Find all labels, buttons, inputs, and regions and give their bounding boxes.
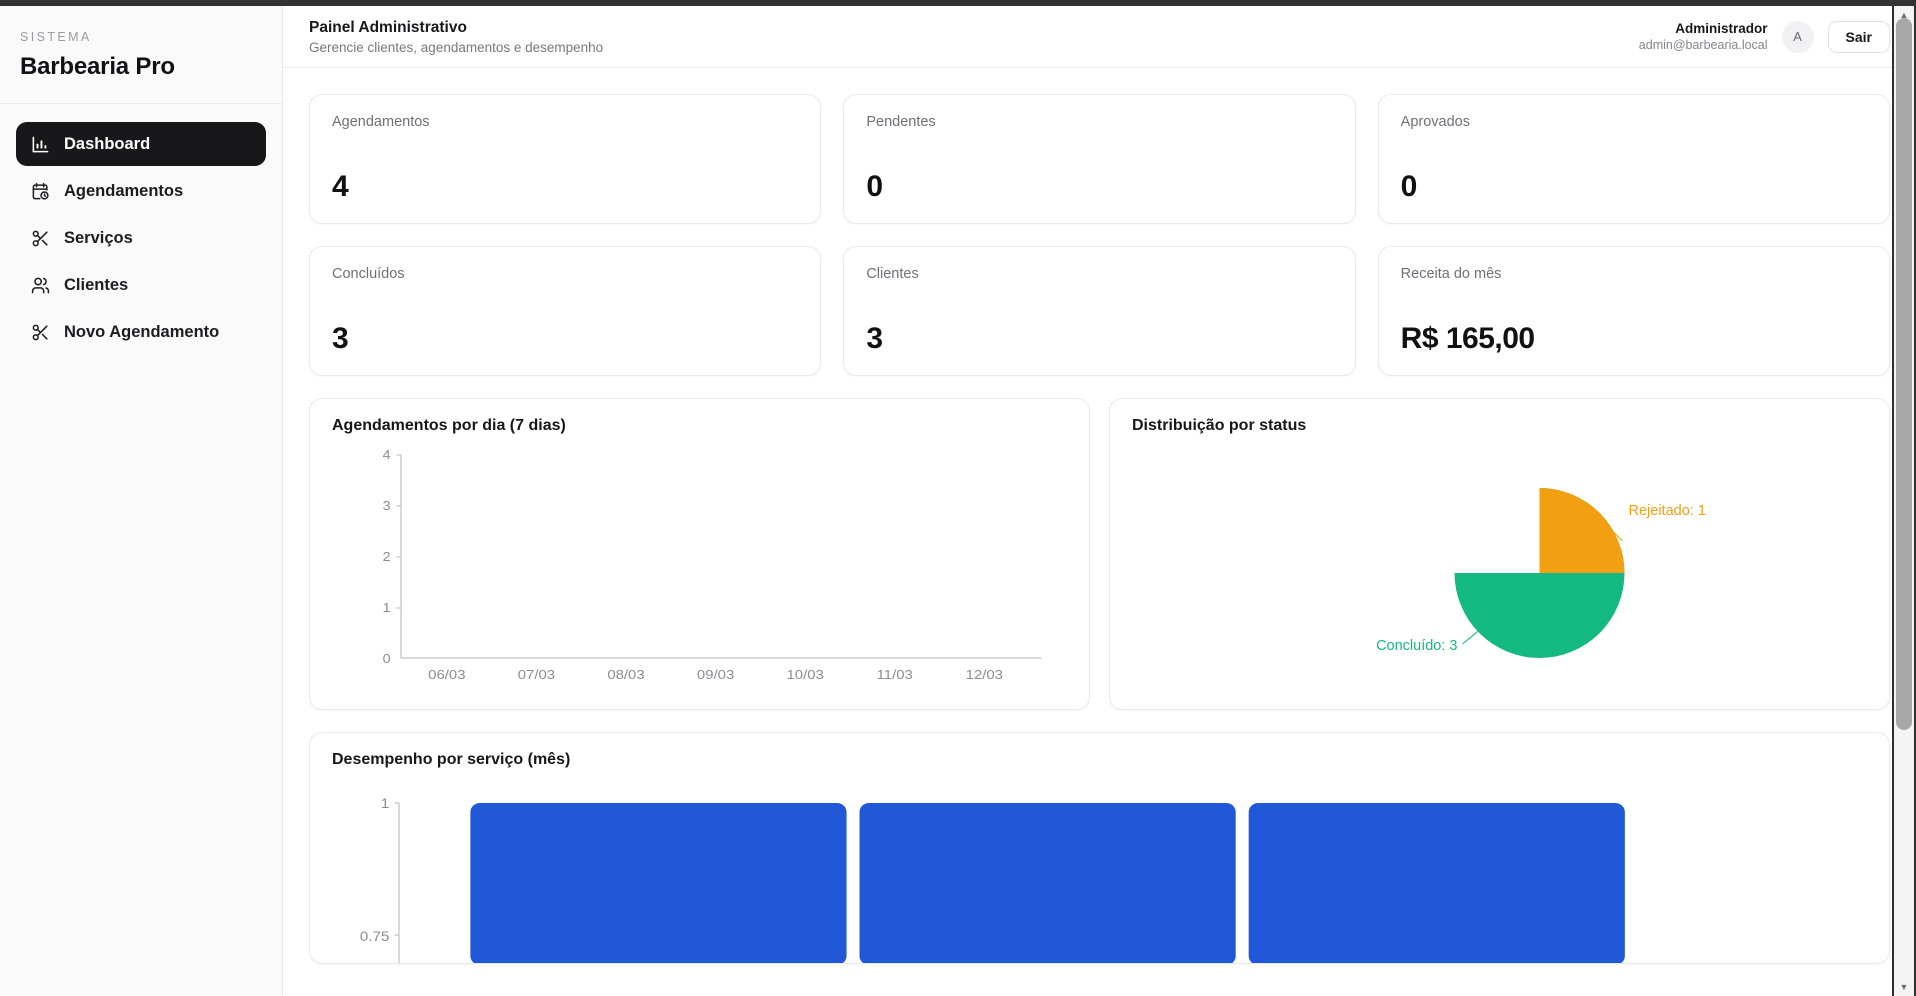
topbar: Painel Administrativo Gerencie clientes,… xyxy=(283,6,1916,68)
scroll-up-arrow[interactable]: ▲ xyxy=(1899,10,1909,20)
page-scrollbar[interactable]: ▲ ▼ xyxy=(1892,6,1916,996)
app-shell: SISTEMA Barbearia Pro Dashboard xyxy=(0,6,1916,996)
daily-chart-yticks: 4 3 2 1 0 xyxy=(383,448,392,666)
chart-row: Agendamentos por dia (7 dias) xyxy=(309,398,1890,710)
svg-text:07/03: 07/03 xyxy=(518,667,556,682)
stat-card-clientes: Clientes 3 xyxy=(843,246,1356,376)
topbar-titles: Painel Administrativo Gerencie clientes,… xyxy=(309,19,603,55)
svg-text:0.75: 0.75 xyxy=(360,929,389,944)
stat-value: 3 xyxy=(866,322,883,355)
logout-button[interactable]: Sair xyxy=(1827,20,1890,53)
sidebar-nav: Dashboard Agendamentos xyxy=(0,104,282,354)
brand-block: SISTEMA Barbearia Pro xyxy=(0,6,282,104)
sidebar-item-label: Agendamentos xyxy=(64,181,184,200)
service-chart-canvas[interactable]: 1 0.75 xyxy=(332,775,1867,964)
main-area: Painel Administrativo Gerencie clientes,… xyxy=(283,6,1916,996)
stat-card-aprovados: Aprovados 0 xyxy=(1377,94,1890,224)
stat-label: Agendamentos xyxy=(332,114,430,130)
sidebar-item-label: Serviços xyxy=(64,228,133,247)
daily-chart-xticks: 06/03 07/03 08/03 09/03 10/03 11/03 12/0… xyxy=(428,667,1003,682)
avatar[interactable]: A xyxy=(1781,20,1814,53)
scroll-down-arrow[interactable]: ▼ xyxy=(1899,982,1909,992)
stat-card-concluidos: Concluídos 3 xyxy=(309,246,822,376)
daily-chart-svg: 4 3 2 1 0 06/03 07/03 08/03 09/03 xyxy=(383,448,1042,682)
users-icon xyxy=(30,275,50,295)
svg-text:11/03: 11/03 xyxy=(877,667,913,682)
stat-value: R$ 165,00 xyxy=(1400,322,1535,355)
stat-value: 4 xyxy=(332,170,349,203)
brand-kicker: SISTEMA xyxy=(20,30,92,44)
calendar-clock-icon xyxy=(30,181,50,201)
svg-text:0: 0 xyxy=(383,652,391,666)
service-chart-bars xyxy=(470,803,1625,964)
service-chart-svg: 1 0.75 xyxy=(360,796,1625,964)
scissors-icon xyxy=(30,322,50,342)
stat-label: Concluídos xyxy=(332,266,405,282)
stat-value: 0 xyxy=(1400,170,1418,203)
page-title: Painel Administrativo xyxy=(309,18,467,36)
stat-card-pendentes: Pendentes 0 xyxy=(843,94,1356,224)
chart-card-agendamentos-por-dia: Agendamentos por dia (7 dias) xyxy=(309,398,1090,710)
dashboard-content: Agendamentos 4 Pendentes 0 Aprovados 0 C… xyxy=(283,68,1916,996)
stat-card-grid: Agendamentos 4 Pendentes 0 Aprovados 0 C… xyxy=(309,94,1890,376)
stat-card-receita: Receita do mês R$ 165,00 xyxy=(1377,246,1890,376)
svg-text:10/03: 10/03 xyxy=(786,667,824,682)
sidebar-item-agendamentos[interactable]: Agendamentos xyxy=(16,169,266,213)
sidebar: SISTEMA Barbearia Pro Dashboard xyxy=(0,6,283,996)
pie-slice-rejeitado xyxy=(1539,488,1625,573)
pie-annotation-rejeitado: Rejeitado: 1 xyxy=(1629,503,1706,519)
sidebar-item-label: Dashboard xyxy=(64,134,151,153)
daily-chart-canvas[interactable]: 4 3 2 1 0 06/03 07/03 08/03 09/03 xyxy=(332,441,1067,693)
pie-annotation-concluido: Concluído: 3 xyxy=(1376,638,1457,654)
stat-label: Receita do mês xyxy=(1400,266,1502,282)
svg-text:06/03: 06/03 xyxy=(428,667,466,682)
sidebar-item-label: Novo Agendamento xyxy=(64,322,220,341)
pie-leader-rejeitado xyxy=(1599,517,1623,542)
svg-text:4: 4 xyxy=(383,448,392,462)
svg-text:1: 1 xyxy=(383,601,391,615)
sidebar-item-label: Clientes xyxy=(64,275,129,294)
page-subtitle: Gerencie clientes, agendamentos e desemp… xyxy=(309,39,604,55)
scrollbar-thumb[interactable] xyxy=(1896,18,1912,730)
sidebar-item-servicos[interactable]: Serviços xyxy=(16,216,266,260)
stat-label: Aprovados xyxy=(1400,114,1470,130)
scissors-icon xyxy=(30,228,50,248)
user-name: Administrador xyxy=(1675,21,1768,36)
stat-value: 3 xyxy=(332,322,349,355)
sidebar-item-clientes[interactable]: Clientes xyxy=(16,263,266,307)
svg-text:12/03: 12/03 xyxy=(966,667,1004,682)
status-chart-canvas[interactable]: Rejeitado: 1 Concluído: 3 xyxy=(1132,441,1867,693)
svg-text:09/03: 09/03 xyxy=(697,667,735,682)
svg-text:08/03: 08/03 xyxy=(607,667,645,682)
topbar-user-area: Administrador admin@barbearia.local A Sa… xyxy=(1639,20,1890,53)
sidebar-item-novo-agendamento[interactable]: Novo Agendamento xyxy=(16,310,266,354)
service-bar[interactable] xyxy=(859,803,1236,964)
user-email: admin@barbearia.local xyxy=(1638,38,1768,52)
chart-title: Desempenho por serviço (mês) xyxy=(332,751,571,768)
brand-title: Barbearia Pro xyxy=(20,53,175,80)
status-pie-svg: Rejeitado: 1 Concluído: 3 xyxy=(1376,488,1706,658)
stat-label: Pendentes xyxy=(866,114,936,130)
service-bar[interactable] xyxy=(470,803,847,964)
service-chart-yticks: 1 0.75 xyxy=(360,796,389,944)
stat-card-agendamentos: Agendamentos 4 xyxy=(309,94,822,224)
browser-chrome-strip xyxy=(0,0,1916,6)
service-bar[interactable] xyxy=(1248,803,1625,964)
svg-text:3: 3 xyxy=(383,499,391,513)
pie-leader-concluido xyxy=(1462,629,1480,645)
svg-text:1: 1 xyxy=(381,796,389,811)
chart-title: Agendamentos por dia (7 dias) xyxy=(332,417,566,434)
chart-card-distribuicao-status: Distribuição por status Rejeitado: 1 Con… xyxy=(1109,398,1890,710)
bar-chart-icon xyxy=(30,134,50,154)
svg-text:2: 2 xyxy=(383,550,391,564)
chart-title: Distribuição por status xyxy=(1132,417,1307,434)
user-info: Administrador admin@barbearia.local xyxy=(1639,21,1768,52)
stat-value: 0 xyxy=(866,170,883,203)
sidebar-item-dashboard[interactable]: Dashboard xyxy=(16,122,266,166)
stat-label: Clientes xyxy=(866,266,919,282)
chart-card-desempenho-servico: Desempenho por serviço (mês) 1 0.75 xyxy=(309,732,1890,964)
